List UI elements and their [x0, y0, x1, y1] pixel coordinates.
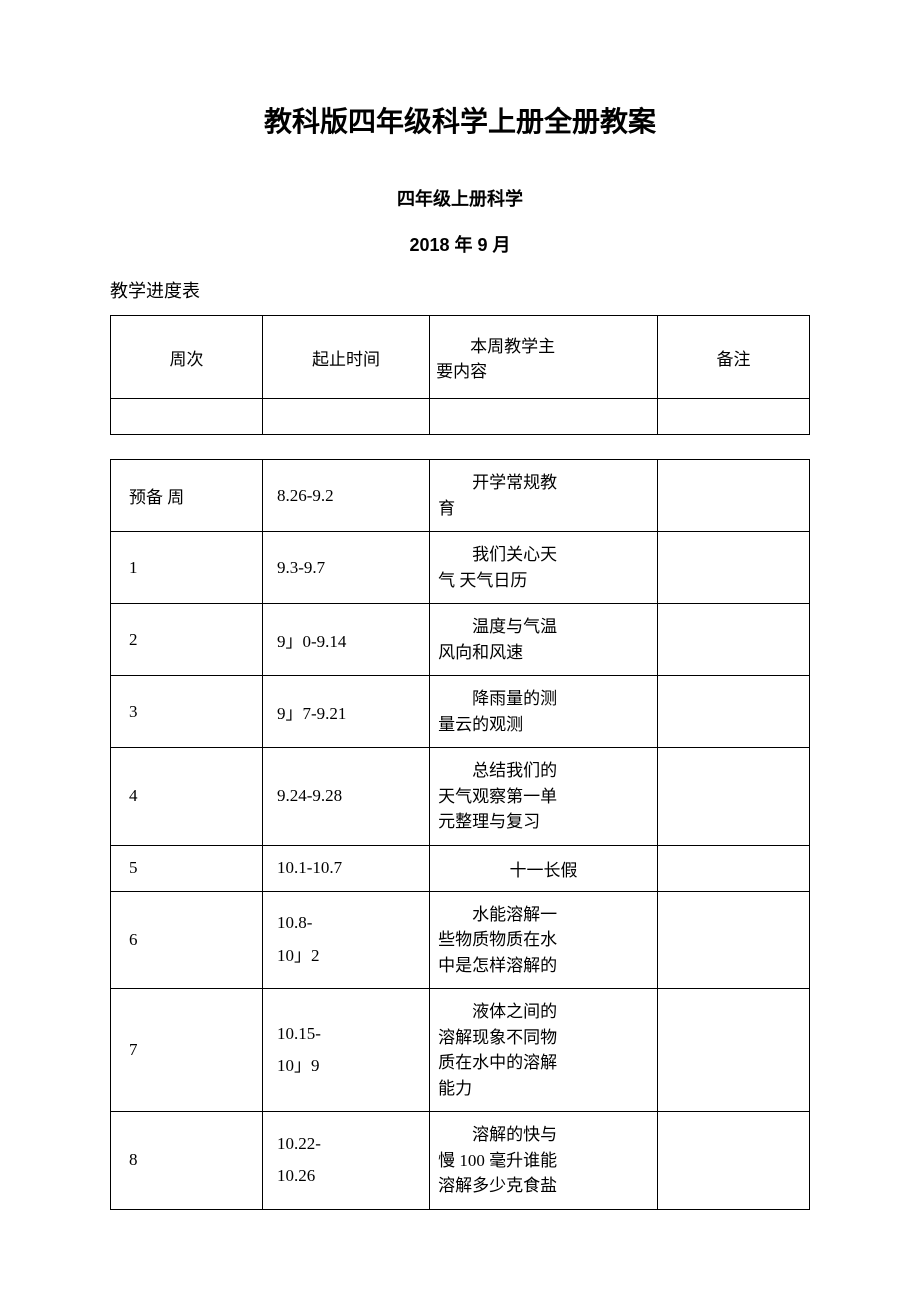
cell-dates: 8.26-9.2 [262, 460, 429, 532]
cell-dates: 10.1-10.7 [262, 845, 429, 891]
cell-notes [658, 532, 810, 604]
cell-content: 总结我们的 天气观察第一单 元整理与复习 [430, 748, 658, 846]
table-row: 1 9.3-9.7 我们关心天 气 天气日历 [111, 532, 810, 604]
cell-week: 4 [111, 748, 263, 846]
table-row: 5 10.1-10.7 十一长假 [111, 845, 810, 891]
schedule-table-header: 周次 起止时间 本周教学主 要内容 备注 [110, 315, 810, 435]
cell-notes [658, 676, 810, 748]
cell-dates: 9.3-9.7 [262, 532, 429, 604]
cell-week: 7 [111, 989, 263, 1112]
cell-notes [658, 989, 810, 1112]
cell-notes [658, 891, 810, 989]
table-row: 预备 周 8.26-9.2 开学常规教 育 [111, 460, 810, 532]
cell-week: 8 [111, 1112, 263, 1210]
cell-week: 5 [111, 845, 263, 891]
table-empty-row [111, 399, 810, 435]
header-content-line1: 本周教学主 [436, 332, 649, 357]
cell-content: 水能溶解一 些物质物质在水 中是怎样溶解的 [430, 891, 658, 989]
cell-notes [658, 460, 810, 532]
table-row: 4 9.24-9.28 总结我们的 天气观察第一单 元整理与复习 [111, 748, 810, 846]
table-row: 6 10.8- 10」2 水能溶解一 些物质物质在水 中是怎样溶解的 [111, 891, 810, 989]
main-title: 教科版四年级科学上册全册教案 [110, 100, 810, 140]
cell-dates: 9.24-9.28 [262, 748, 429, 846]
cell-notes [658, 845, 810, 891]
cell-week: 预备 周 [111, 460, 263, 532]
header-dates: 起止时间 [262, 316, 429, 399]
cell-dates: 10.22- 10.26 [262, 1112, 429, 1210]
table-label: 教学进度表 [110, 277, 810, 303]
cell-content: 降雨量的测 量云的观测 [430, 676, 658, 748]
cell-content: 我们关心天 气 天气日历 [430, 532, 658, 604]
header-content: 本周教学主 要内容 [430, 316, 658, 399]
cell-dates: 10.8- 10」2 [262, 891, 429, 989]
cell-notes [658, 748, 810, 846]
header-notes: 备注 [658, 316, 810, 399]
date: 2018 年 9 月 [110, 231, 810, 257]
header-week: 周次 [111, 316, 263, 399]
table-row: 8 10.22- 10.26 溶解的快与 慢 100 毫升谁能 溶解多少克食盐 [111, 1112, 810, 1210]
schedule-table-body: 预备 周 8.26-9.2 开学常规教 育 1 9.3-9.7 我们关心天 气 … [110, 459, 810, 1210]
cell-week: 3 [111, 676, 263, 748]
cell-content: 十一长假 [430, 845, 658, 891]
cell-content: 开学常规教 育 [430, 460, 658, 532]
header-content-line2: 要内容 [436, 362, 487, 381]
table-row: 2 9」0-9.14 温度与气温 风向和风速 [111, 604, 810, 676]
cell-week: 1 [111, 532, 263, 604]
subtitle: 四年级上册科学 [110, 185, 810, 211]
cell-dates: 9」7-9.21 [262, 676, 429, 748]
cell-dates: 9」0-9.14 [262, 604, 429, 676]
cell-notes [658, 1112, 810, 1210]
cell-content: 温度与气温 风向和风速 [430, 604, 658, 676]
table-header-row: 周次 起止时间 本周教学主 要内容 备注 [111, 316, 810, 399]
table-row: 7 10.15- 10」9 液体之间的 溶解现象不同物 质在水中的溶解 能力 [111, 989, 810, 1112]
cell-notes [658, 604, 810, 676]
cell-week: 2 [111, 604, 263, 676]
cell-dates: 10.15- 10」9 [262, 989, 429, 1112]
table-row: 3 9」7-9.21 降雨量的测 量云的观测 [111, 676, 810, 748]
cell-content: 液体之间的 溶解现象不同物 质在水中的溶解 能力 [430, 989, 658, 1112]
cell-week: 6 [111, 891, 263, 989]
cell-content: 溶解的快与 慢 100 毫升谁能 溶解多少克食盐 [430, 1112, 658, 1210]
